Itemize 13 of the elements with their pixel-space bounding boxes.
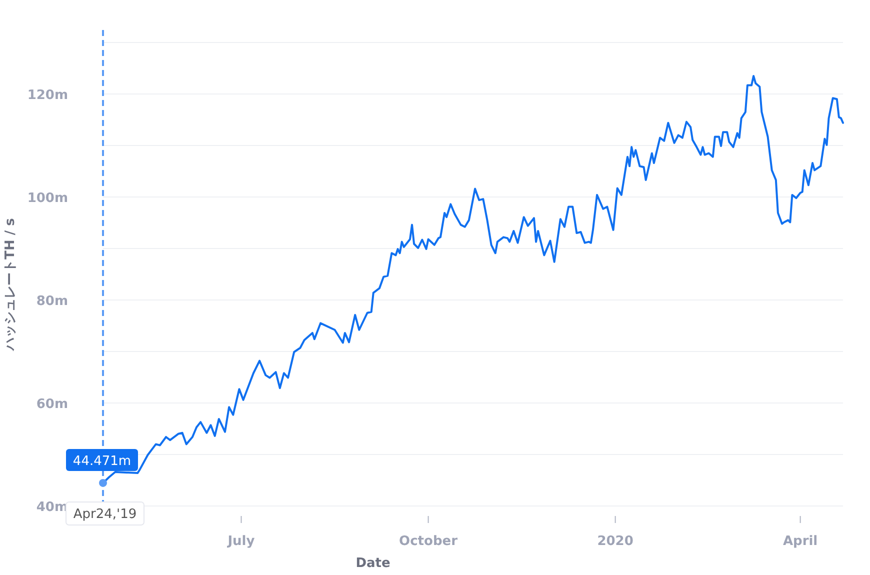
ref-line-label: Apr24,'19 [73,507,137,522]
annotation: 44.471m [72,454,132,469]
y-tick-label: 60m [36,397,68,412]
x-tick-label: 2020 [597,534,634,549]
x-tick-label: October [399,534,458,549]
y-tick-label: 100m [27,191,68,206]
x-tick-label: April [782,534,818,549]
x-axis-title: Date [356,556,390,571]
annotation: 44.471m [66,449,138,487]
y-tick-label: 120m [27,88,68,103]
y-tick-label: 80m [36,294,68,309]
x-tick-label: July [226,534,256,549]
y-axis-title: ハッシュレートTH / s [3,218,18,352]
